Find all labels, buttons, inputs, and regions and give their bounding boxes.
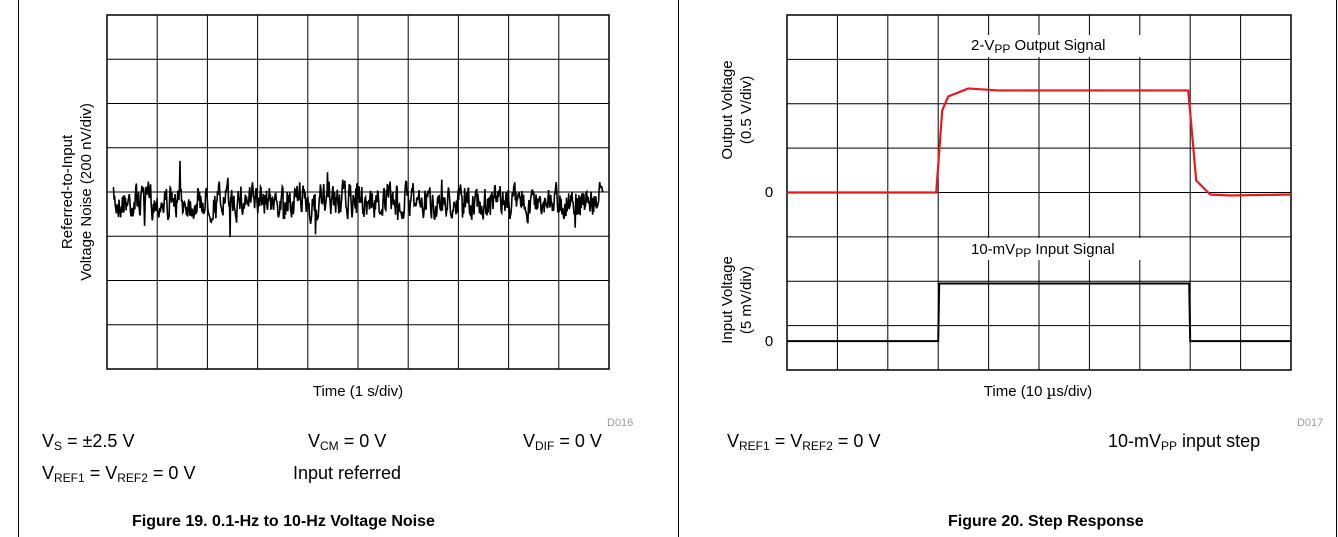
- noise-ylabel-2: Voltage Noise (200 nV/div): [78, 103, 95, 281]
- center-frame-line: [678, 0, 679, 537]
- out-zero-label: 0: [765, 184, 773, 201]
- fig20-code: D017: [1297, 417, 1324, 429]
- left-frame-line: [18, 0, 19, 537]
- fig19-code: D016: [607, 417, 634, 429]
- fig20-note-vref: VREF1 = VREF2 = 0 V: [727, 431, 881, 453]
- input-signal-label: 10-mVPP Input Signal: [971, 241, 1115, 260]
- fig19-note-vcm: VCM = 0 V: [308, 431, 387, 453]
- step-chart: Output Voltage (0.5 V/div) Input Voltage…: [719, 14, 1292, 400]
- in-ylabel-1: Input Voltage: [719, 256, 736, 344]
- noise-xlabel: Time (1 s/div): [313, 383, 403, 400]
- output-label-bg: [948, 35, 1148, 57]
- noise-chart: Referred-to-Input Voltage Noise (200 nV/…: [59, 14, 610, 400]
- out-ylabel-1: Output Voltage: [719, 60, 736, 159]
- noise-ylabel-1: Referred-to-Input: [59, 134, 76, 249]
- out-ylabel-2: (0.5 V/div): [738, 76, 755, 144]
- input-label-bg: [963, 238, 1143, 260]
- fig19-note-vdif: VDIF = 0 V: [523, 431, 602, 453]
- right-frame-line: [1336, 0, 1337, 537]
- noise-trace: [112, 160, 604, 238]
- fig20-title: Figure 20. Step Response: [948, 513, 1144, 530]
- in-ylabel-2: (5 mV/div): [738, 266, 755, 334]
- step-xlabel: Time (10 µs/div): [984, 382, 1092, 400]
- fig19-note-vref: VREF1 = VREF2 = 0 V: [42, 463, 196, 485]
- fig19-title: Figure 19. 0.1-Hz to 10-Hz Voltage Noise: [132, 513, 435, 530]
- in-zero-label: 0: [765, 333, 773, 350]
- output-trace: [787, 87, 1292, 197]
- input-trace: [787, 282, 1291, 343]
- fig20-note-step: 10-mVPP input step: [1108, 431, 1261, 453]
- fig19-note-mode: Input referred: [293, 463, 402, 483]
- fig19-note-vs: VS = ±2.5 V: [42, 431, 135, 453]
- output-signal-label: 2-VPP Output Signal: [971, 37, 1106, 56]
